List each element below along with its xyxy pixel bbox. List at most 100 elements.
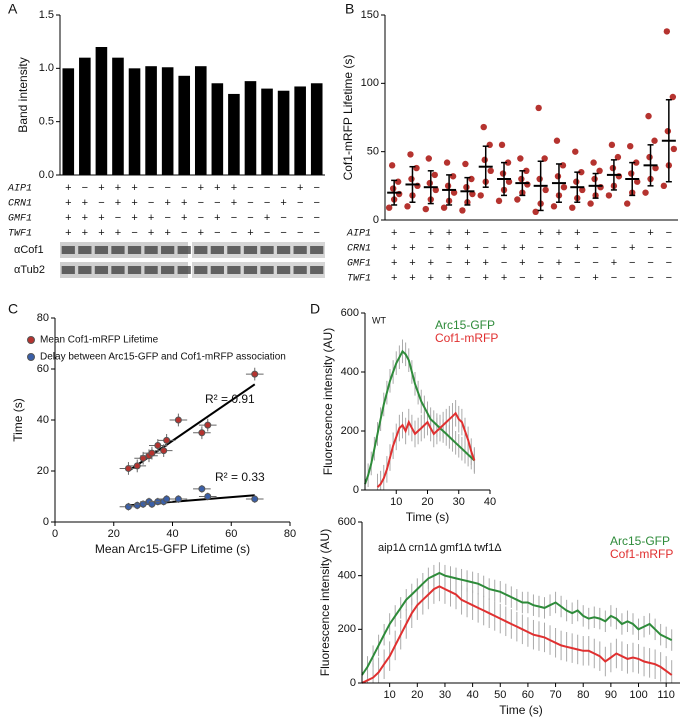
gene-label: GMF1 [347,259,371,270]
genotype-sign: + [280,197,286,209]
data-point [605,192,613,199]
blot-band [227,246,241,254]
data-point [160,447,168,455]
genotype-sign: + [464,257,470,269]
genotype-sign: − [409,227,415,239]
bar [228,93,240,175]
data-point [578,168,585,176]
y-axis-label: Band intensity [16,57,30,132]
bar [310,83,323,175]
genotype-sign: + [198,227,204,239]
data-point [609,164,617,172]
genotype-sign: − [314,182,320,194]
genotype-sign: − [231,212,237,224]
genotype-sign: + [98,212,104,224]
data-point [443,159,451,166]
y-tick-label: 600 [338,516,356,528]
data-point [426,179,433,187]
genotype-sign: − [647,272,653,284]
gene-label: CRN1 [8,199,32,210]
genotype-sign: + [264,212,270,224]
x-tick-label: 80 [284,528,296,540]
genotype-sign: − [115,212,121,224]
genotype-sign: − [280,182,286,194]
data-point [154,442,162,449]
genotype-sign: + [446,242,452,254]
genotype-sign: + [164,227,170,239]
legend-label: Cof1-mRFP [610,547,673,561]
data-point [133,462,141,470]
series-line [376,411,476,488]
genotype-sign: + [519,257,525,269]
genotype-sign: + [556,227,562,239]
data-point [124,503,132,511]
genotype-sign: − [464,272,470,284]
genotype-sign: + [131,197,137,209]
genotype-sign: − [214,227,220,239]
genotype-sign: − [181,227,187,239]
y-tick-label: 0 [350,677,356,689]
y-tick-label: 0.0 [39,169,54,181]
genotype-sign: + [501,242,507,254]
genotype-sign: + [181,197,187,209]
x-axis-label: Time (s) [406,510,450,524]
panel-label: D [310,301,320,317]
genotype-sign: + [446,227,452,239]
blot-band [310,266,324,274]
data-point [394,178,402,185]
genotype-sign: − [264,227,270,239]
data-point [669,93,677,101]
blot-band [227,266,241,274]
genotype-sign: + [592,272,598,284]
genotype-sign: + [65,197,71,209]
genotype-sign: + [131,182,137,194]
gene-label: AIP1 [7,184,32,195]
data-point [463,184,470,191]
blot-band [144,246,158,254]
x-tick-label: 50 [494,689,506,701]
genotype-sign: − [131,227,137,239]
data-point [251,495,259,503]
blot-band [310,246,324,254]
data-point [444,182,452,190]
y-tick-label: 0 [43,516,49,528]
data-point [663,28,671,35]
genotype-sign: − [181,182,187,194]
y-tick-label: 100 [361,77,379,89]
data-point [536,175,543,183]
data-point [591,175,598,183]
genotype-sign: − [98,197,104,209]
y-tick-label: 1.0 [39,62,54,74]
data-point [469,190,476,198]
y-tick-label: 400 [338,570,356,582]
genotype-sign: − [314,212,320,224]
data-point [652,164,659,172]
genotype-sign: − [198,197,204,209]
x-tick-label: 10 [384,689,396,701]
data-point [389,185,397,192]
panel-label: C [8,301,18,317]
blot-band [293,246,307,254]
genotype-sign: − [537,257,543,269]
genotype-sign: − [629,272,635,284]
genotype-sign: + [574,242,580,254]
blot-band [260,266,274,274]
genotype-sign: − [666,227,672,239]
data-point [614,153,622,161]
genotype-sign: − [264,182,270,194]
blot-label: αTub2 [14,264,45,276]
blot-band [161,266,175,274]
y-axis-label: Cof1-mRFP Lifetime (s) [341,55,355,181]
data-point [204,421,212,429]
panel-label: A [8,1,18,17]
genotype-sign: + [214,182,220,194]
genotype-sign: − [629,257,635,269]
blot-band [177,246,191,254]
y-tick-label: 60 [37,363,49,375]
x-tick-label: 0 [52,528,58,540]
data-point [148,449,156,457]
genotype-sign: − [297,212,303,224]
genotype-sign: + [391,242,397,254]
genotype-sign: + [65,212,71,224]
legend-label: Cof1-mRFP [435,331,498,345]
